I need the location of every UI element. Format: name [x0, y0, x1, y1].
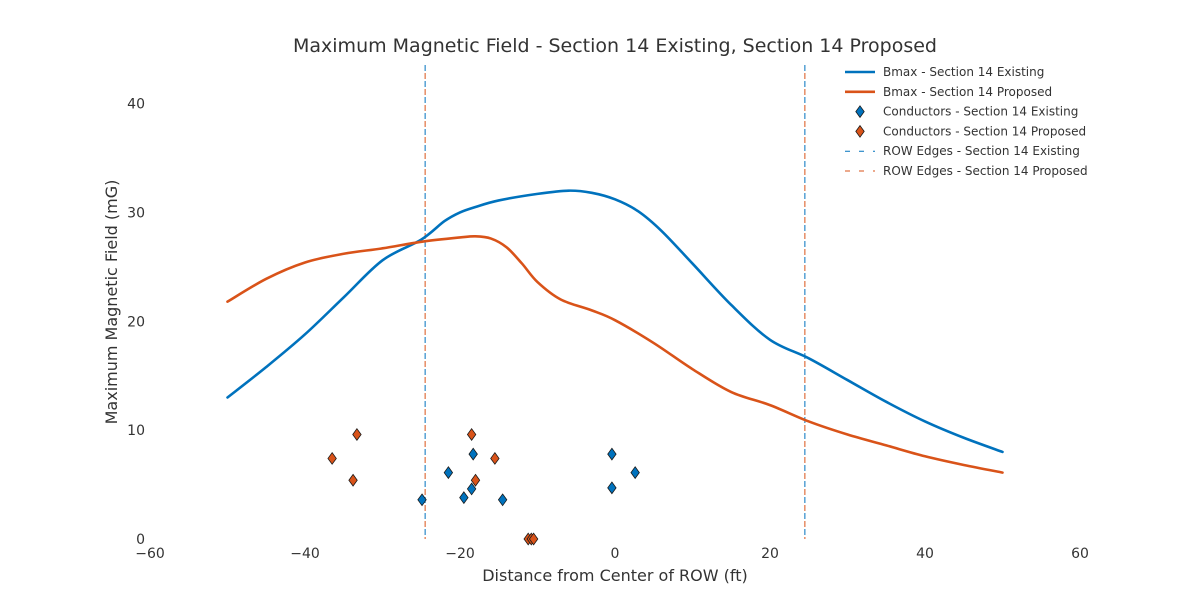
conductor-marker — [466, 428, 477, 441]
conductor-marker — [443, 466, 454, 480]
legend: Bmax - Section 14 Existing Bmax - Section… — [845, 65, 1088, 178]
x-tick-label: 60 — [1071, 546, 1089, 562]
conductor-markers — [327, 428, 640, 546]
row-edge-lines — [424, 65, 806, 539]
x-tick-label: 40 — [916, 546, 934, 562]
conductor-marker — [497, 493, 508, 507]
legend-entry: Bmax - Section 14 Existing — [883, 65, 1044, 79]
legend-entry: ROW Edges - Section 14 Proposed — [883, 164, 1088, 178]
bmax-line — [226, 189, 1004, 454]
chart-title: Maximum Magnetic Field - Section 14 Exis… — [293, 35, 937, 57]
conductor-marker — [466, 482, 477, 496]
y-tick-label: 20 — [127, 314, 145, 330]
y-tick-label: 40 — [127, 97, 145, 113]
legend-entry: ROW Edges - Section 14 Existing — [883, 144, 1080, 158]
x-tick-label: −40 — [290, 546, 320, 562]
x-tick-label: 0 — [611, 546, 620, 562]
conductor-marker — [348, 473, 358, 487]
y-tick-label: 0 — [136, 532, 145, 548]
conductor-marker — [855, 124, 865, 138]
x-tick-label: −60 — [135, 546, 165, 562]
conductor-marker — [855, 105, 865, 119]
conductor-marker — [352, 428, 362, 441]
conductor-marker — [470, 473, 481, 487]
y-tick-labels: 0 10 20 30 40 — [127, 97, 145, 548]
x-tick-labels: −60 −40 −20 0 20 40 60 — [135, 546, 1089, 562]
bmax-line — [226, 235, 1004, 474]
legend-entry: Conductors - Section 14 Existing — [883, 105, 1078, 119]
y-tick-label: 30 — [127, 205, 145, 221]
legend-entry: Bmax - Section 14 Proposed — [883, 85, 1052, 99]
y-tick-label: 10 — [127, 423, 145, 439]
conductor-marker — [327, 451, 337, 465]
bmax-curves — [226, 189, 1004, 474]
x-tick-label: −20 — [445, 546, 475, 562]
y-axis-label: Maximum Magnetic Field (mG) — [102, 180, 121, 425]
conductor-marker — [490, 451, 500, 465]
conductor-marker — [468, 447, 478, 461]
legend-entry: Conductors - Section 14 Proposed — [883, 124, 1086, 138]
x-tick-label: 20 — [761, 546, 779, 562]
conductor-marker — [630, 466, 640, 480]
conductor-marker — [459, 491, 469, 505]
conductor-marker — [607, 481, 617, 495]
conductor-marker — [417, 493, 427, 507]
conductor-marker — [607, 447, 617, 461]
x-axis-label: Distance from Center of ROW (ft) — [482, 566, 748, 585]
conductor-marker — [528, 532, 539, 546]
